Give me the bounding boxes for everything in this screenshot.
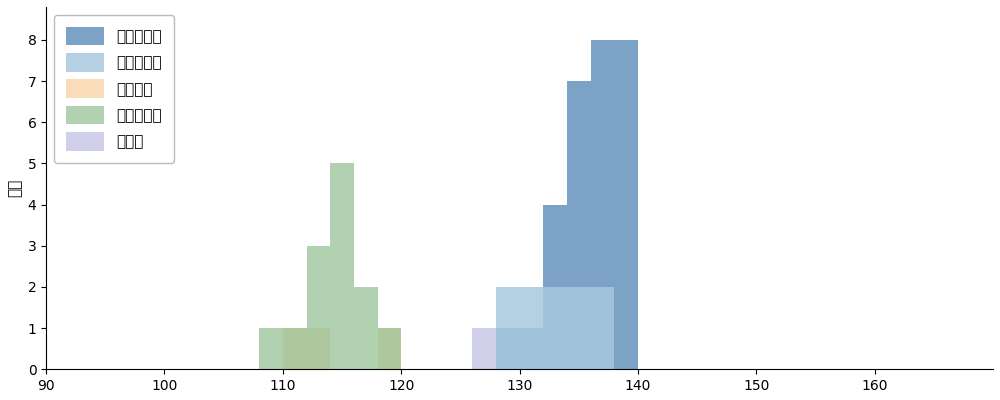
Bar bbox=[472, 328, 496, 369]
Bar bbox=[496, 328, 520, 369]
Bar bbox=[520, 287, 543, 369]
Bar bbox=[591, 287, 614, 369]
Bar bbox=[591, 40, 614, 369]
Bar bbox=[354, 287, 378, 369]
Y-axis label: 球数: 球数 bbox=[7, 179, 22, 197]
Bar bbox=[543, 205, 567, 369]
Legend: ストレート, ツーシーム, シンカー, スライダー, カーブ: ストレート, ツーシーム, シンカー, スライダー, カーブ bbox=[54, 14, 174, 163]
Bar bbox=[283, 328, 307, 369]
Bar bbox=[567, 287, 591, 369]
Bar bbox=[378, 328, 401, 369]
Bar bbox=[307, 328, 330, 369]
Bar bbox=[330, 164, 354, 369]
Bar bbox=[567, 81, 591, 369]
Bar bbox=[378, 328, 401, 369]
Bar bbox=[259, 328, 283, 369]
Bar bbox=[496, 287, 520, 369]
Bar bbox=[520, 328, 543, 369]
Bar bbox=[614, 40, 638, 369]
Bar bbox=[283, 328, 307, 369]
Bar bbox=[307, 246, 330, 369]
Bar bbox=[543, 287, 567, 369]
